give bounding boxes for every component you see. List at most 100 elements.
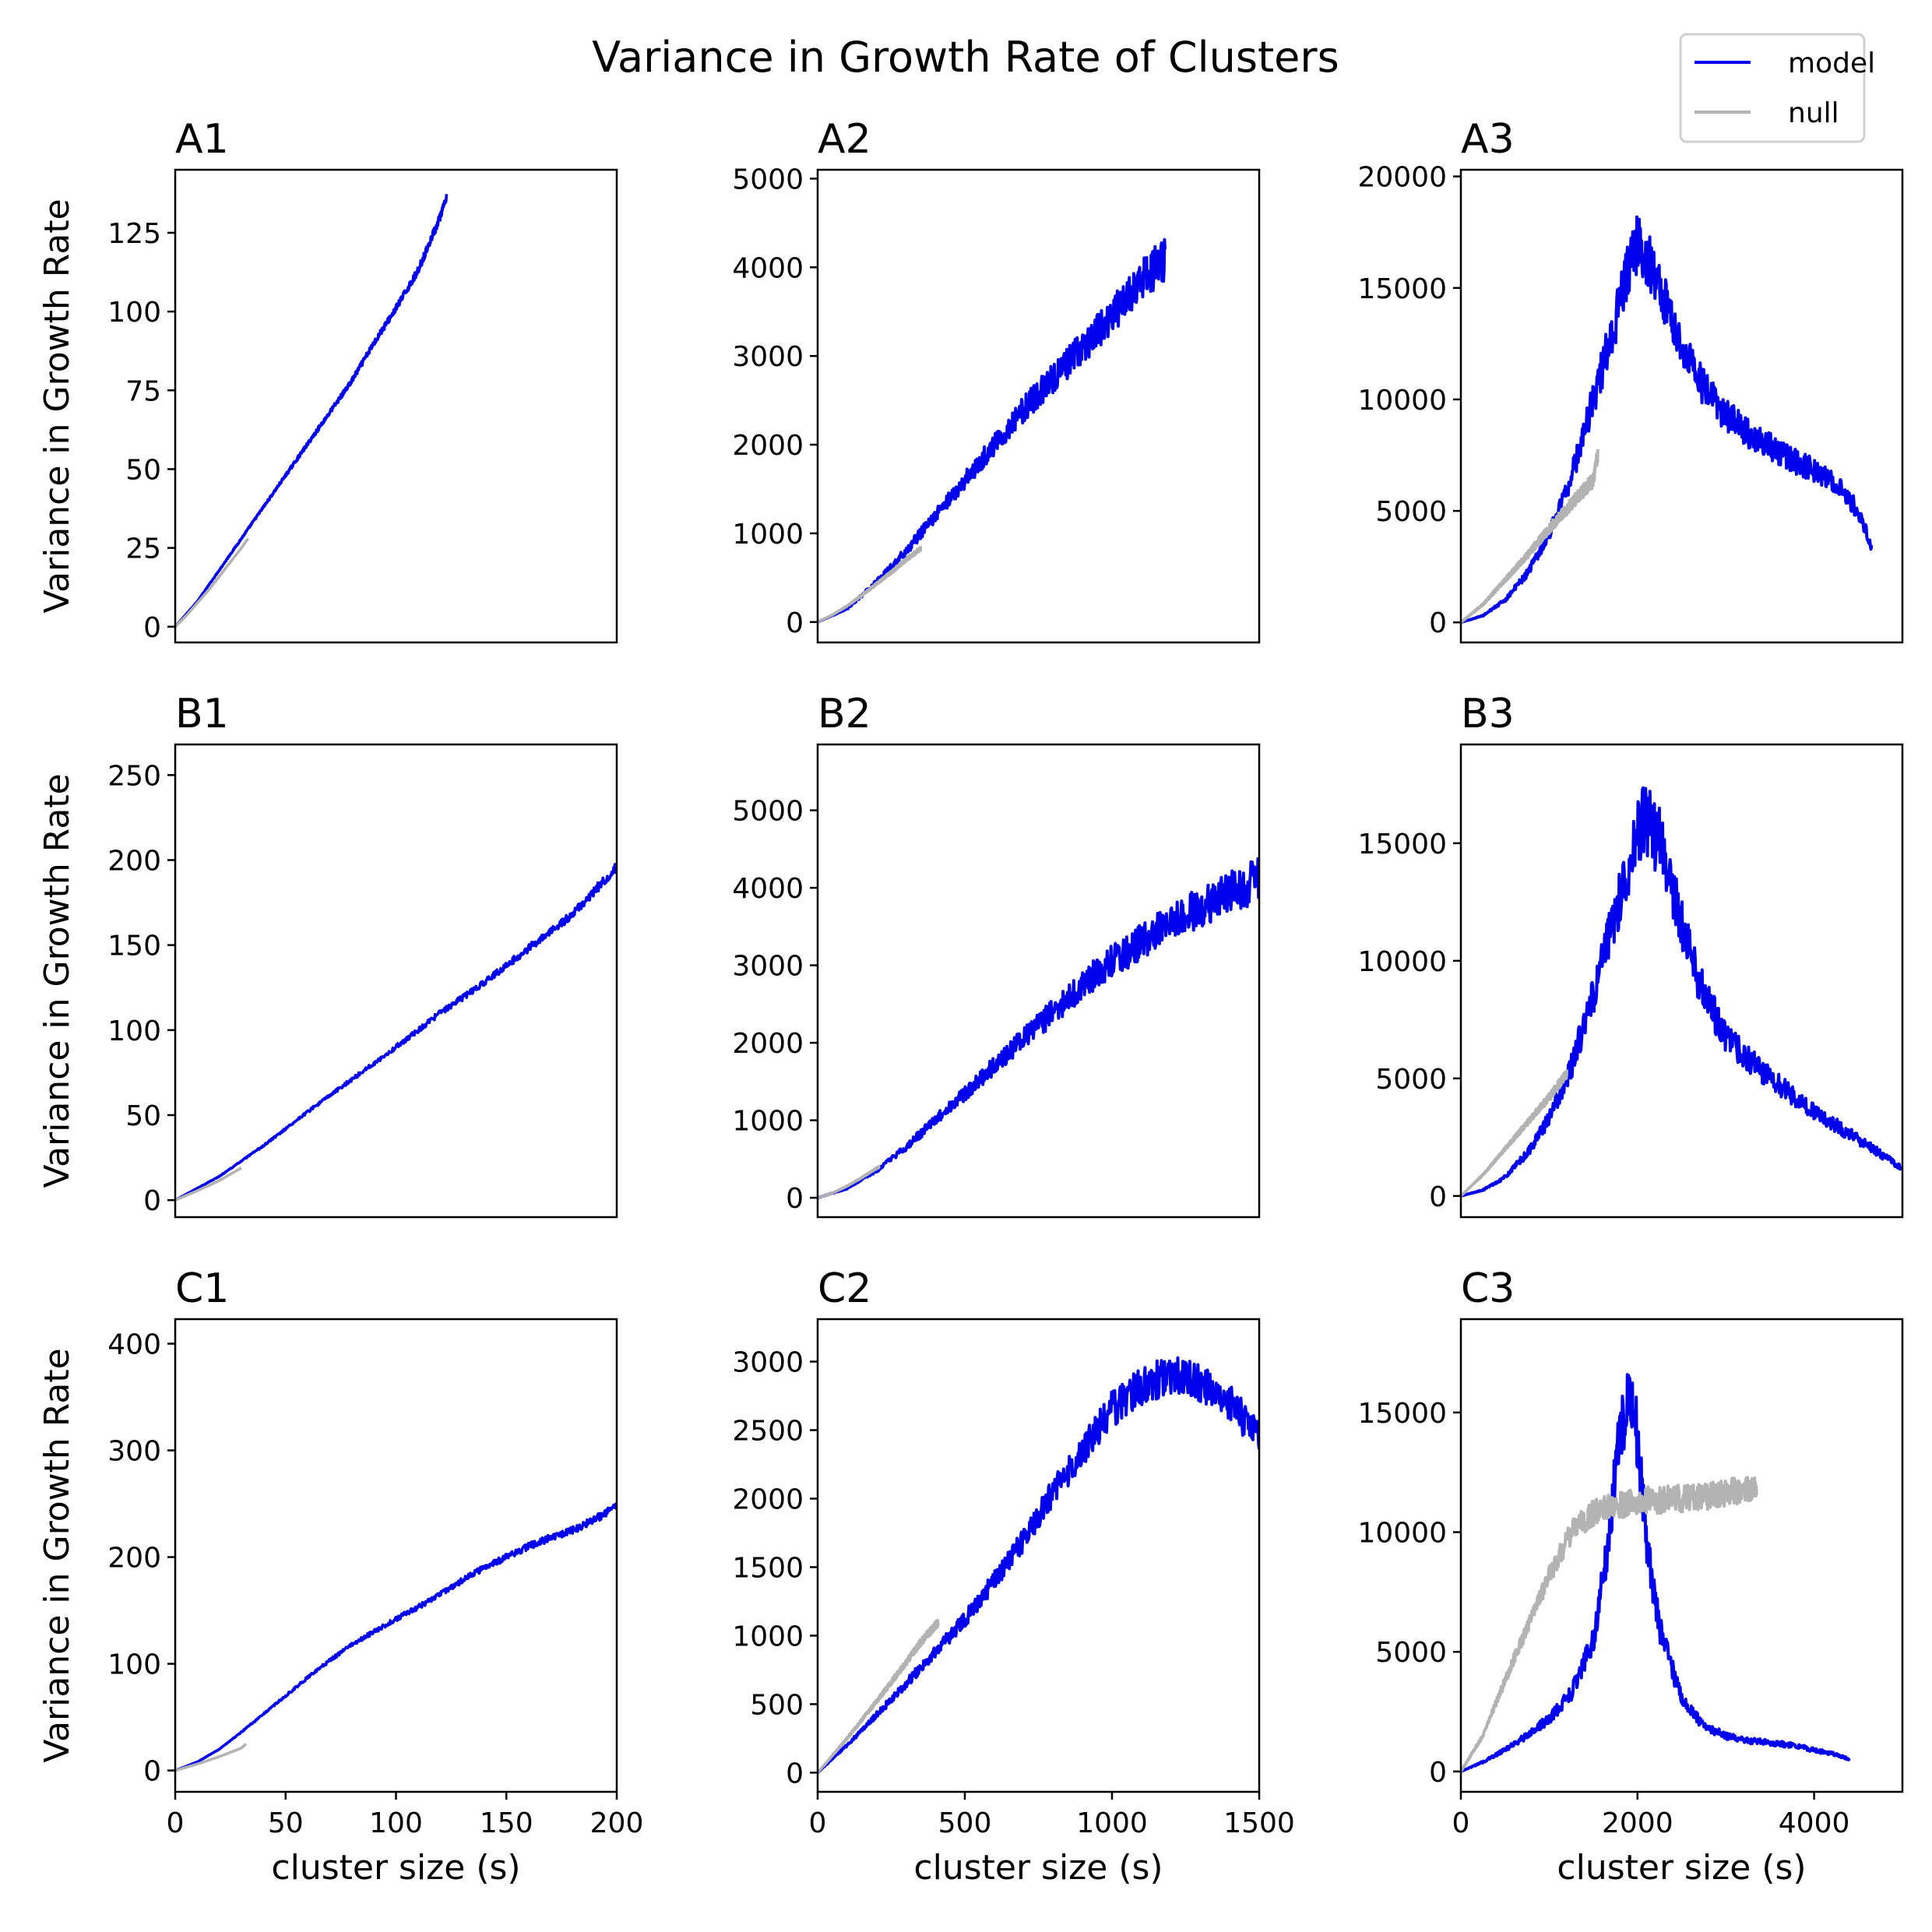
panel-title-C1: C1 (175, 1265, 229, 1312)
series-null-A3 (1461, 449, 1599, 624)
ytick-label-C2-5: 2500 (732, 1416, 804, 1448)
panel-C3: 0 5000 10000 15000 0 2000 4000 C3 cluster size (… (1357, 1265, 1904, 1888)
ytick-label-C2-0: 0 (786, 1758, 804, 1789)
panel-A1: 0 25 50 75 100 125 A1 Variance in Growth Rate (37, 116, 618, 644)
xtick-label-C3-0: 0 (1452, 1807, 1470, 1839)
ytick-label-B1-0: 0 (143, 1185, 161, 1217)
xtick-label-C1-0: 0 (167, 1807, 185, 1839)
ytick-label-A3-4: 20000 (1357, 162, 1447, 194)
series-model-A1 (175, 193, 449, 628)
panel-A3: 0 5000 10000 15000 20000 A3 (1357, 116, 1904, 644)
panel-title-B1: B1 (175, 691, 229, 737)
xaxis-label-C1: cluster size (s) (271, 1848, 520, 1888)
xaxis-label-C2: cluster size (s) (913, 1848, 1163, 1888)
panel-grid: 0 25 50 75 100 125 A1 Variance in Growth Rate 0 1… (37, 116, 1904, 1888)
ytick-label-C3-3: 15000 (1357, 1398, 1447, 1430)
axes-frame-A3 (1459, 168, 1904, 644)
ytick-label-B1-2: 100 (107, 1015, 161, 1047)
series-model-B1 (175, 863, 617, 1202)
ytick-label-B2-4: 4000 (732, 873, 804, 905)
plot-area-C1 (175, 1502, 617, 1772)
panel-title-C2: C2 (818, 1265, 871, 1312)
series-model-C1 (175, 1502, 617, 1772)
series-model-C3 (1461, 1373, 1851, 1773)
ytick-label-A1-5: 125 (107, 218, 161, 250)
ytick-label-C2-6: 3000 (732, 1347, 804, 1379)
series-model-B3 (1461, 786, 1902, 1198)
xtick-label-C2-2: 1000 (1076, 1807, 1148, 1839)
plot-area-A3 (1461, 215, 1874, 625)
ytick-label-A3-0: 0 (1429, 607, 1447, 639)
series-null-A2 (818, 546, 923, 624)
panel-C1: 0 100 200 300 400 0 50 100 150 200 C1 cluster size … (37, 1265, 643, 1888)
ytick-label-A2-5: 5000 (732, 164, 804, 195)
ytick-label-C3-2: 10000 (1357, 1518, 1447, 1550)
ytick-label-C1-3: 300 (107, 1436, 161, 1468)
panel-title-B3: B3 (1461, 691, 1515, 737)
panel-C2: 0 500 1000 1500 2000 2500 3000 0 500 1000 1500 C2 cl… (732, 1265, 1294, 1888)
series-null-C1 (175, 1743, 248, 1772)
xtick-label-C2-0: 0 (809, 1807, 827, 1839)
axes-frame-C2 (816, 1318, 1261, 1793)
ytick-label-A2-3: 3000 (732, 341, 804, 373)
plot-area-A2 (818, 238, 1167, 624)
ytick-label-A1-0: 0 (143, 612, 161, 644)
ytick-label-A1-3: 75 (125, 375, 161, 407)
xtick-label-C1-4: 200 (590, 1807, 644, 1839)
yaxis-label-B1: Variance in Growth Rate (37, 773, 77, 1188)
axes-frame-A1 (174, 168, 618, 644)
plot-area-B3 (1461, 786, 1902, 1198)
series-null-B3 (1461, 1069, 1568, 1198)
panel-title-A1: A1 (175, 116, 229, 163)
ytick-label-C1-0: 0 (143, 1756, 161, 1788)
ytick-label-A2-0: 0 (786, 607, 804, 639)
ytick-label-B3-1: 5000 (1375, 1064, 1447, 1096)
xtick-label-C1-1: 50 (268, 1807, 304, 1839)
ytick-label-C1-1: 100 (107, 1649, 161, 1681)
ytick-label-B3-2: 10000 (1357, 946, 1447, 978)
ytick-label-C1-4: 400 (107, 1329, 161, 1361)
xtick-label-C3-1: 2000 (1602, 1807, 1673, 1839)
ytick-label-A2-2: 2000 (732, 430, 804, 462)
xtick-label-C1-3: 150 (480, 1807, 533, 1839)
ytick-label-A1-4: 100 (107, 297, 161, 329)
xtick-label-C1-2: 100 (369, 1807, 423, 1839)
ytick-label-A3-2: 10000 (1357, 385, 1447, 417)
ytick-label-C3-1: 5000 (1375, 1637, 1447, 1669)
ytick-label-A2-1: 1000 (732, 519, 804, 551)
plot-area-C3 (1461, 1373, 1851, 1773)
axes-frame-A2 (816, 168, 1261, 644)
legend-label-null: null (1788, 97, 1839, 129)
ytick-label-B1-5: 250 (107, 760, 161, 792)
ytick-label-A1-1: 25 (125, 533, 161, 565)
ytick-label-A2-4: 4000 (732, 252, 804, 284)
ytick-label-A1-2: 50 (125, 454, 161, 486)
ytick-label-A3-3: 15000 (1357, 273, 1447, 305)
panel-B3: 0 5000 10000 15000 B3 (1357, 691, 1904, 1219)
series-null-C3 (1461, 1476, 1758, 1772)
xtick-label-C3-2: 4000 (1779, 1807, 1850, 1839)
series-model-A3 (1461, 215, 1874, 625)
figure-title: Variance in Growth Rate of Clusters (592, 33, 1339, 82)
series-null-B2 (818, 1165, 882, 1199)
ytick-label-A3-1: 5000 (1375, 496, 1447, 528)
plot-area-B2 (818, 857, 1259, 1200)
series-model-B2 (818, 857, 1259, 1200)
series-null-C2 (818, 1618, 940, 1774)
xaxis-label-C3: cluster size (s) (1557, 1848, 1806, 1888)
panel-title-B2: B2 (818, 691, 871, 737)
ytick-label-B2-1: 1000 (732, 1106, 804, 1138)
xtick-label-C2-1: 500 (938, 1807, 992, 1839)
panel-title-A3: A3 (1461, 116, 1515, 163)
legend-label-model: model (1788, 48, 1875, 79)
ytick-label-B2-5: 5000 (732, 796, 804, 828)
plot-area-A1 (175, 193, 449, 628)
ytick-label-C3-0: 0 (1429, 1757, 1447, 1789)
ytick-label-B2-2: 2000 (732, 1028, 804, 1060)
series-null-B1 (175, 1167, 243, 1202)
ytick-label-B2-3: 3000 (732, 951, 804, 983)
panel-title-C3: C3 (1461, 1265, 1515, 1312)
ytick-label-C2-3: 1500 (732, 1552, 804, 1584)
